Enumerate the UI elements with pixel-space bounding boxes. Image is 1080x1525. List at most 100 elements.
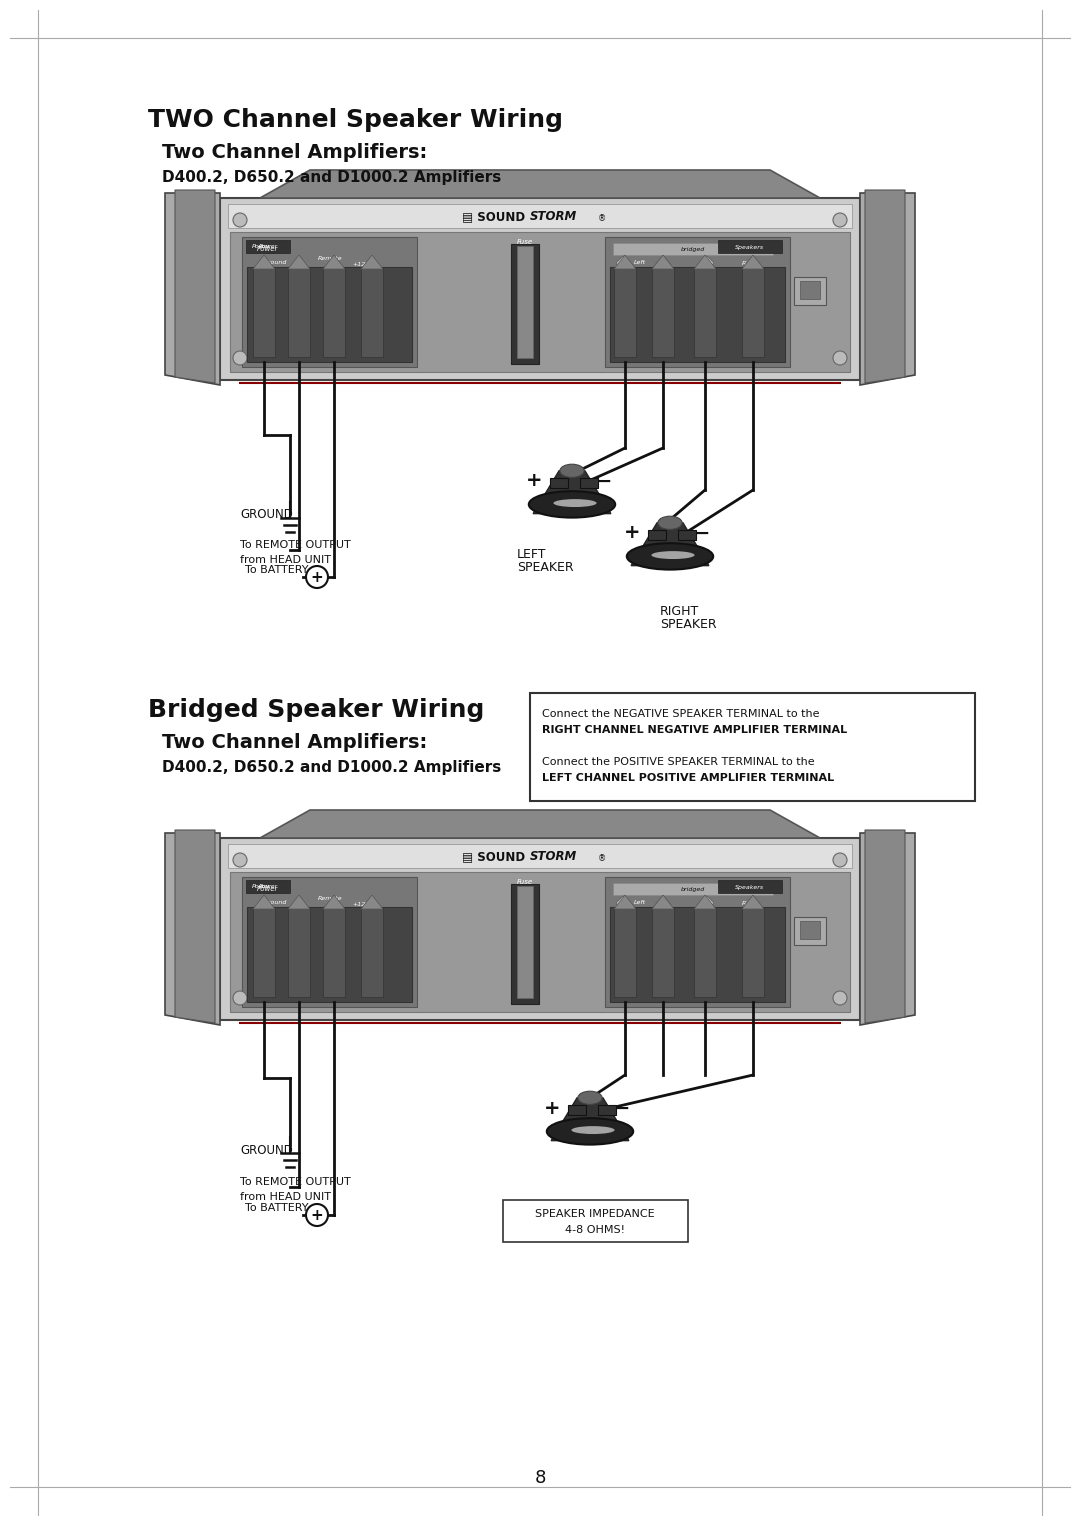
Circle shape (306, 566, 328, 589)
FancyBboxPatch shape (613, 883, 773, 895)
Text: D400.2, D650.2 and D1000.2 Amplifiers: D400.2, D650.2 and D1000.2 Amplifiers (162, 759, 501, 775)
Text: SPEAKER: SPEAKER (517, 561, 573, 573)
Text: To REMOTE OUTPUT: To REMOTE OUTPUT (240, 540, 351, 551)
Text: LEFT: LEFT (517, 547, 546, 561)
FancyBboxPatch shape (794, 917, 826, 946)
Text: Fuse: Fuse (517, 239, 534, 246)
Text: from HEAD UNIT: from HEAD UNIT (240, 555, 330, 564)
FancyBboxPatch shape (323, 268, 345, 357)
Polygon shape (175, 830, 215, 1023)
Text: Right: Right (742, 261, 758, 265)
Text: ▤ SOUND: ▤ SOUND (462, 210, 525, 224)
Polygon shape (865, 830, 905, 1023)
FancyBboxPatch shape (253, 907, 275, 997)
Text: +: + (311, 569, 323, 584)
FancyBboxPatch shape (615, 268, 636, 357)
Circle shape (233, 351, 247, 364)
Polygon shape (860, 194, 915, 384)
Polygon shape (656, 897, 670, 910)
Ellipse shape (529, 491, 616, 517)
FancyBboxPatch shape (511, 244, 539, 364)
Text: bridged: bridged (680, 886, 705, 892)
Circle shape (833, 351, 847, 364)
FancyBboxPatch shape (511, 884, 539, 1003)
FancyBboxPatch shape (246, 880, 291, 894)
FancyBboxPatch shape (228, 204, 852, 229)
Ellipse shape (658, 515, 683, 529)
FancyBboxPatch shape (742, 268, 764, 357)
Text: Power: Power (252, 244, 271, 250)
Polygon shape (260, 810, 820, 839)
Polygon shape (700, 897, 714, 910)
Polygon shape (616, 256, 630, 270)
Polygon shape (288, 255, 310, 268)
Text: Two Channel Amplifiers:: Two Channel Amplifiers: (162, 143, 428, 162)
Text: SPEAKER: SPEAKER (660, 618, 717, 631)
Text: STORM: STORM (530, 210, 577, 224)
Polygon shape (175, 191, 215, 383)
Text: D400.2, D650.2 and D1000.2 Amplifiers: D400.2, D650.2 and D1000.2 Amplifiers (162, 169, 501, 185)
Text: Two Channel Amplifiers:: Two Channel Amplifiers: (162, 734, 428, 752)
FancyBboxPatch shape (503, 1200, 688, 1241)
Text: −: − (596, 471, 612, 491)
Polygon shape (288, 895, 310, 909)
FancyBboxPatch shape (288, 907, 310, 997)
Text: LEFT CHANNEL POSITIVE AMPLIFIER TERMINAL: LEFT CHANNEL POSITIVE AMPLIFIER TERMINAL (542, 773, 834, 782)
Text: ▤ SOUND: ▤ SOUND (462, 851, 525, 863)
Ellipse shape (546, 1118, 633, 1145)
Text: bridged: bridged (680, 247, 705, 252)
FancyBboxPatch shape (242, 877, 417, 1006)
Text: Ground: Ground (264, 900, 287, 906)
Text: Fuse: Fuse (517, 878, 534, 884)
Text: RIGHT: RIGHT (660, 605, 699, 618)
Polygon shape (616, 897, 630, 910)
FancyBboxPatch shape (242, 236, 417, 368)
Text: −: − (693, 523, 711, 543)
Text: Power: Power (252, 884, 271, 889)
Polygon shape (742, 895, 764, 909)
Polygon shape (615, 895, 636, 909)
FancyBboxPatch shape (568, 1106, 586, 1115)
FancyBboxPatch shape (220, 839, 860, 1020)
Polygon shape (361, 255, 383, 268)
Text: Left: Left (634, 900, 646, 906)
FancyBboxPatch shape (230, 872, 850, 1013)
Text: Ground: Ground (264, 261, 287, 265)
Text: Power: Power (257, 886, 279, 892)
Text: +12V: +12V (352, 903, 369, 907)
Polygon shape (746, 897, 760, 910)
FancyBboxPatch shape (694, 907, 716, 997)
FancyBboxPatch shape (246, 239, 291, 253)
FancyBboxPatch shape (613, 242, 773, 255)
Ellipse shape (559, 464, 584, 477)
FancyBboxPatch shape (678, 531, 696, 540)
Text: To BATTERY: To BATTERY (245, 564, 309, 575)
Polygon shape (652, 895, 674, 909)
Circle shape (233, 991, 247, 1005)
Polygon shape (742, 255, 764, 268)
FancyBboxPatch shape (228, 843, 852, 868)
Text: TWO Channel Speaker Wiring: TWO Channel Speaker Wiring (148, 108, 563, 133)
FancyBboxPatch shape (247, 907, 411, 1002)
FancyBboxPatch shape (800, 281, 820, 299)
Polygon shape (323, 895, 345, 909)
FancyBboxPatch shape (718, 239, 782, 253)
Text: ®: ® (598, 854, 606, 863)
Text: Right: Right (742, 900, 758, 906)
Text: Speakers: Speakers (735, 884, 765, 889)
FancyBboxPatch shape (718, 880, 782, 894)
Text: +: + (526, 471, 542, 491)
Polygon shape (656, 256, 670, 270)
FancyBboxPatch shape (580, 477, 598, 488)
Text: Power: Power (258, 884, 278, 889)
Text: +: + (311, 1208, 323, 1223)
Polygon shape (652, 255, 674, 268)
Polygon shape (860, 833, 915, 1025)
Ellipse shape (571, 1125, 615, 1135)
Text: 4-8 OHMS!: 4-8 OHMS! (565, 1225, 625, 1235)
FancyBboxPatch shape (800, 921, 820, 939)
Text: To BATTERY: To BATTERY (245, 1203, 309, 1212)
Circle shape (833, 991, 847, 1005)
Polygon shape (551, 1098, 629, 1141)
Polygon shape (361, 895, 383, 909)
